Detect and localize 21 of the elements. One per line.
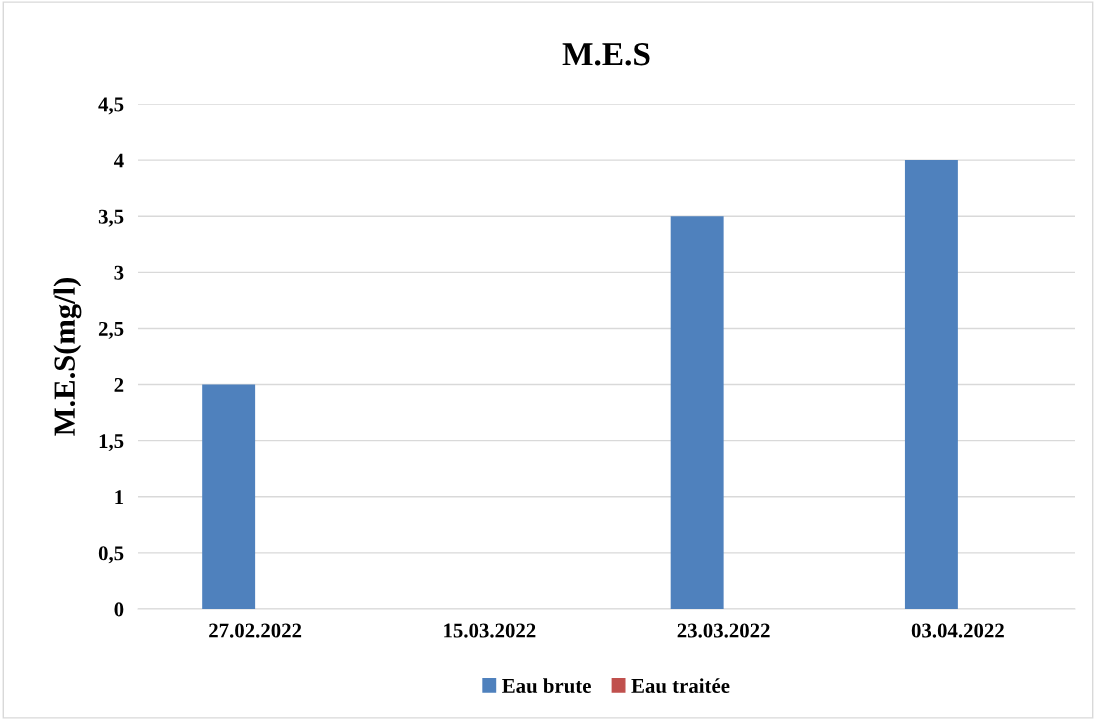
x-tick-label: 23.03.2022 (677, 623, 770, 638)
x-tick-label: 15.03.2022 (444, 623, 536, 638)
y-tick-label: 3 (114, 265, 124, 280)
chart-title: M.E.S (562, 43, 650, 66)
y-tick-label: 0,5 (98, 546, 124, 564)
y-axis-title: M.E.S(mg/l) (53, 278, 82, 436)
y-tick-label: 4,5 (98, 97, 124, 115)
x-tick-label: 03.04.2022 (911, 623, 1004, 638)
bar (202, 384, 256, 609)
y-tick-label: 0 (114, 602, 124, 617)
legend-label: Eau traitée (631, 678, 730, 693)
bar (904, 160, 958, 609)
y-tick-label: 2,5 (98, 321, 124, 339)
y-tick-label: 2 (114, 377, 124, 392)
y-tick-label: 1 (115, 490, 124, 505)
legend-label: Eau brute (502, 678, 591, 693)
y-tick-label: 4 (113, 153, 124, 168)
y-tick-label: 3,5 (98, 209, 124, 227)
y-tick-label: 1,5 (99, 434, 124, 452)
x-tick-label: 27.02.2022 (209, 623, 302, 638)
bar (670, 216, 724, 609)
